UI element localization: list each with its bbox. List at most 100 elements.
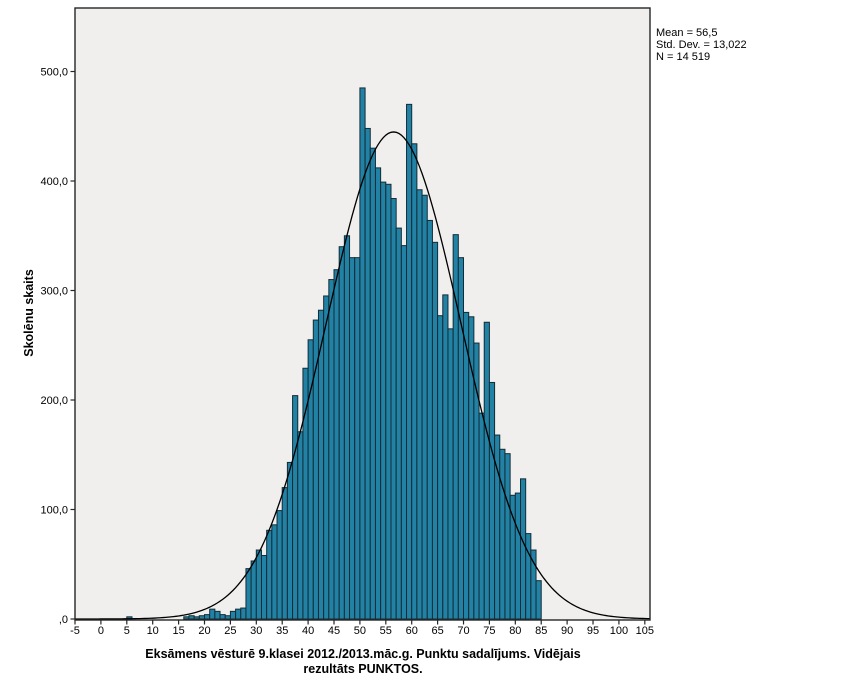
histogram-bar: [193, 616, 200, 620]
histogram-bar: [369, 147, 376, 620]
x-axis-title-line-1: Eksāmens vēsturē 9.klasei 2012./2013.māc…: [145, 647, 580, 661]
x-axis-ticks: -5 0 5 10 15 20 25 30 35 40 45 50 55 60 65 70 75 80 85 90 95…: [70, 620, 654, 637]
histogram-bar: [286, 461, 294, 620]
x-tick-label: 25: [224, 625, 236, 637]
histogram-bar: [312, 319, 319, 620]
histogram-bar: [235, 608, 242, 620]
y-tick-label: 500,0: [40, 67, 68, 79]
histogram-bar: [380, 181, 387, 620]
x-tick-label: 90: [561, 625, 573, 637]
histogram-bar: [416, 189, 423, 620]
x-tick-label: 50: [354, 625, 366, 637]
histogram-bar: [463, 311, 470, 620]
histogram-bar: [292, 395, 299, 620]
histogram-bar: [478, 412, 485, 620]
histogram-bar: [442, 294, 449, 620]
y-tick-label: 400,0: [40, 176, 68, 188]
plot-frame: [74, 7, 651, 621]
x-tick-label: 100: [610, 625, 628, 637]
y-axis-ticks: ,0 100,0 200,0 300,0 400,0 500,0: [40, 67, 75, 626]
x-tick-label: -5: [70, 625, 80, 637]
x-tick-label: 0: [98, 625, 104, 637]
histogram-bar: [488, 381, 496, 620]
histogram-bar: [333, 269, 340, 620]
histogram-bar: [198, 615, 206, 620]
histogram-bars: [126, 87, 542, 620]
histogram-bar: [504, 453, 511, 620]
histogram-bar: [229, 610, 237, 620]
histogram-bar: [317, 309, 325, 620]
x-tick-label: 60: [406, 625, 418, 637]
histogram-bar: [421, 194, 428, 620]
x-tick-label: 45: [328, 625, 340, 637]
histogram-bar: [395, 227, 402, 620]
histogram-bar: [214, 610, 221, 620]
x-tick-label: 5: [124, 625, 130, 637]
x-tick-label: 105: [636, 625, 654, 637]
x-axis-title-line-2: rezultāts PUNKTOS.: [303, 662, 422, 676]
histogram-bar: [276, 510, 283, 620]
histogram-bar: [204, 614, 211, 620]
histogram-bar: [483, 321, 490, 620]
normal-curve: [75, 131, 651, 620]
stats-n: N = 14 519: [656, 51, 710, 63]
x-tick-label: 20: [198, 625, 210, 637]
histogram-bar: [520, 478, 527, 620]
histogram-bar: [240, 607, 247, 620]
histogram-bar: [209, 608, 216, 620]
histogram-bar: [426, 219, 433, 620]
y-tick-label: 300,0: [40, 286, 68, 298]
histogram-bar: [390, 198, 397, 620]
y-tick-label: 100,0: [40, 505, 68, 517]
stats-mean: Mean = 56,5: [656, 27, 717, 39]
histogram-bar: [509, 494, 516, 620]
x-tick-label: 95: [587, 625, 599, 637]
histogram-bar: [250, 560, 257, 620]
histogram-bar: [374, 167, 382, 620]
histogram-bar: [188, 615, 195, 620]
x-tick-label: 80: [509, 625, 521, 637]
histogram-bar: [338, 246, 345, 620]
histogram-bar: [514, 492, 522, 620]
y-tick-label: 200,0: [40, 395, 68, 407]
histogram-bar: [359, 87, 366, 620]
histogram-bar: [323, 295, 330, 620]
histogram-bar: [364, 127, 371, 620]
histogram-bar: [431, 241, 439, 620]
histogram-bar: [447, 328, 454, 620]
histogram-bar: [349, 257, 356, 620]
histogram-bar: [354, 257, 361, 620]
stats-box: Mean = 56,5 Std. Dev. = 13,022 N = 14 51…: [656, 27, 747, 63]
histogram-bar: [183, 616, 190, 620]
x-tick-label: 65: [431, 625, 443, 637]
x-tick-label: 85: [535, 625, 547, 637]
histogram-bar: [297, 431, 304, 620]
histogram-bar: [499, 448, 506, 620]
histogram-bar: [400, 245, 408, 620]
histogram-bar: [245, 568, 252, 620]
x-tick-label: 15: [172, 625, 184, 637]
histogram-bar: [281, 487, 288, 620]
histogram-bar: [224, 615, 231, 620]
histogram-bar: [535, 580, 542, 620]
x-tick-label: 35: [276, 625, 288, 637]
histogram-bar: [457, 257, 465, 620]
x-tick-label: 55: [380, 625, 392, 637]
histogram-bar: [406, 103, 413, 620]
histogram-bar: [411, 143, 418, 620]
histogram-bar: [385, 183, 392, 620]
histogram-bar: [328, 279, 335, 620]
histogram-bar: [255, 549, 262, 620]
histogram-bar: [271, 524, 278, 620]
x-tick-label: 40: [302, 625, 314, 637]
histogram-bar: [260, 554, 268, 620]
stats-std-dev: Std. Dev. = 13,022: [656, 39, 747, 51]
x-tick-label: 75: [483, 625, 495, 637]
histogram-bar: [530, 549, 537, 620]
y-tick-label: ,0: [59, 614, 68, 626]
x-tick-label: 30: [250, 625, 262, 637]
x-tick-label: 10: [147, 625, 159, 637]
x-tick-label: 70: [457, 625, 469, 637]
